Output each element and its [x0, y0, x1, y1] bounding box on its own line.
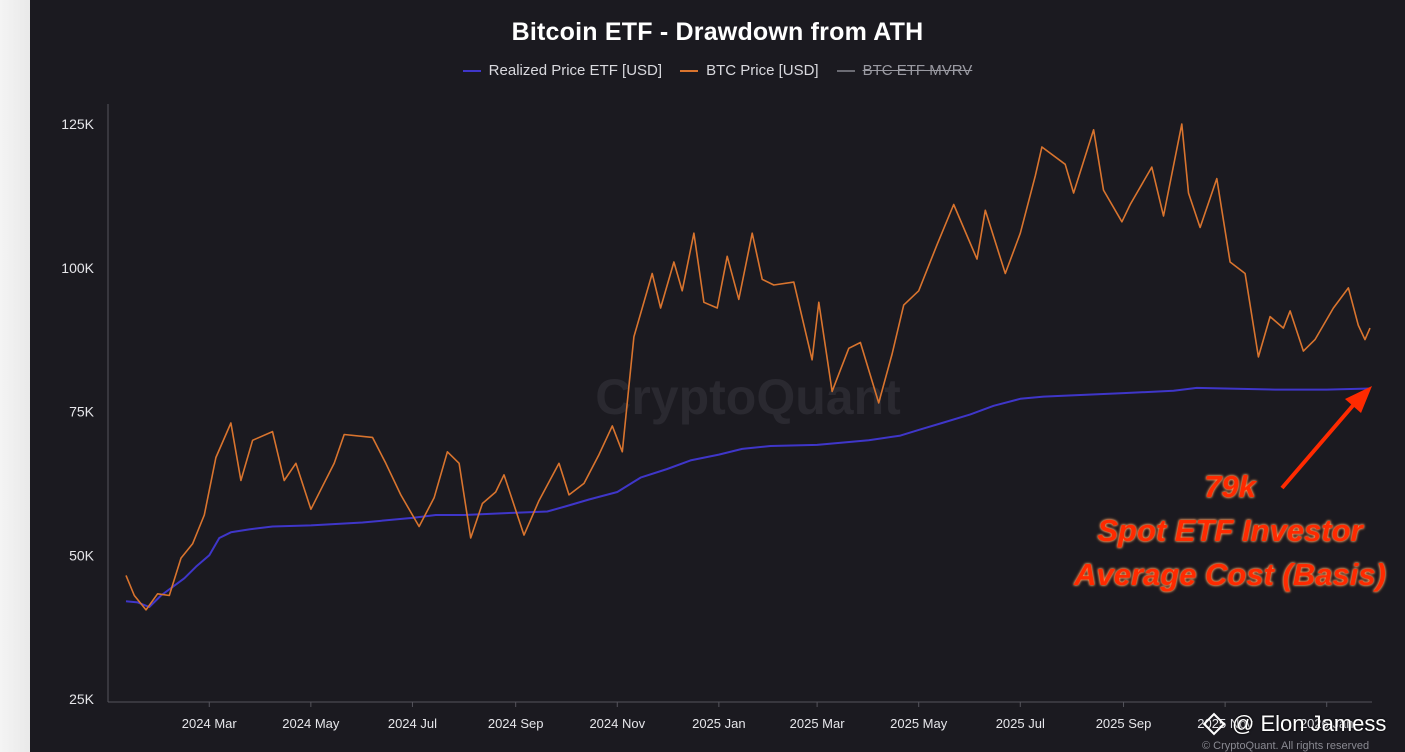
legend-label: Realized Price ETF [USD]	[488, 62, 663, 79]
x-axis-ticks: 2024 Mar 2024 May 2024 Jul 2024 Sep 2024 Nov…	[182, 702, 1354, 731]
y-tick-label: 75K	[69, 404, 95, 420]
x-tick-label: 2024 Nov	[589, 716, 645, 731]
x-tick-label: 2025 Sep	[1096, 716, 1152, 731]
realized-price-line	[125, 386, 1371, 608]
legend-label: BTC Price [USD]	[706, 62, 819, 79]
page-margin	[0, 0, 30, 752]
arrow-head	[1345, 386, 1372, 413]
axes	[107, 104, 1372, 703]
chart-title: Bitcoin ETF - Drawdown from ATH	[511, 18, 924, 46]
annotation-arrow	[1280, 386, 1372, 490]
chart-panel	[30, 0, 1405, 752]
legend-item-btc-price[interactable]: BTC Price [USD]	[680, 62, 819, 79]
diamond-logo-icon	[1202, 712, 1226, 736]
legend-item-etf-mvrv[interactable]: BTC ETF MVRV	[836, 62, 973, 79]
x-tick-label: 2024 Jul	[388, 716, 437, 731]
annotation-line-2: Average Cost (Basis)	[1074, 557, 1386, 592]
x-tick-label: 2024 May	[282, 716, 340, 731]
annotation-line-1: Spot ETF Investor	[1097, 513, 1363, 548]
legend-swatch-etf-mvrv	[836, 69, 855, 72]
legend-item-realized-price[interactable]: Realized Price ETF [USD]	[462, 62, 663, 79]
chart-legend: Realized Price ETF [USD] BTC Price [USD]…	[30, 62, 1405, 79]
btc-price-line	[125, 123, 1371, 611]
x-tick-label: 2024 Mar	[182, 716, 238, 731]
x-tick-label: 2026 Jan	[1300, 716, 1354, 731]
series-lines	[125, 123, 1371, 611]
x-tick-label: 2025 Mar	[790, 716, 846, 731]
y-tick-label: 125K	[61, 116, 94, 132]
x-tick-label: 2025 Jul	[996, 716, 1045, 731]
y-tick-label: 100K	[61, 260, 94, 276]
arrow-shaft	[1280, 400, 1358, 490]
y-tick-label: 50K	[69, 547, 95, 563]
annotation-text: 79k Spot ETF Investor Average Cost (Basi…	[1040, 465, 1405, 597]
x-tick-label: 2025 Jan	[692, 716, 746, 731]
legend-swatch-btc-price	[680, 69, 699, 72]
x-tick-label: 2024 Sep	[488, 716, 544, 731]
copyright-text: © CryptoQuant. All rights reserved	[1202, 740, 1370, 752]
annotation-value: 79k	[1204, 469, 1256, 504]
y-axis-ticks: 125K 100K 75K 50K 25K	[61, 116, 94, 707]
author-name: @ Elon Jamess	[1232, 711, 1387, 736]
legend-swatch-realized-price	[462, 69, 481, 72]
legend-label: BTC ETF MVRV	[862, 62, 973, 79]
x-tick-label: 2025 May	[890, 716, 948, 731]
watermark-text: CryptoQuant	[595, 369, 901, 425]
x-tick-label: 2025 Nov	[1197, 716, 1253, 731]
y-tick-label: 25K	[69, 691, 95, 707]
author-credit: @ Elon Jamess	[1202, 711, 1387, 737]
